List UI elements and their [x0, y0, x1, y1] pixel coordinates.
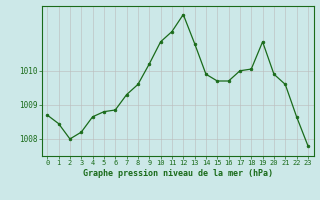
X-axis label: Graphe pression niveau de la mer (hPa): Graphe pression niveau de la mer (hPa)	[83, 169, 273, 178]
